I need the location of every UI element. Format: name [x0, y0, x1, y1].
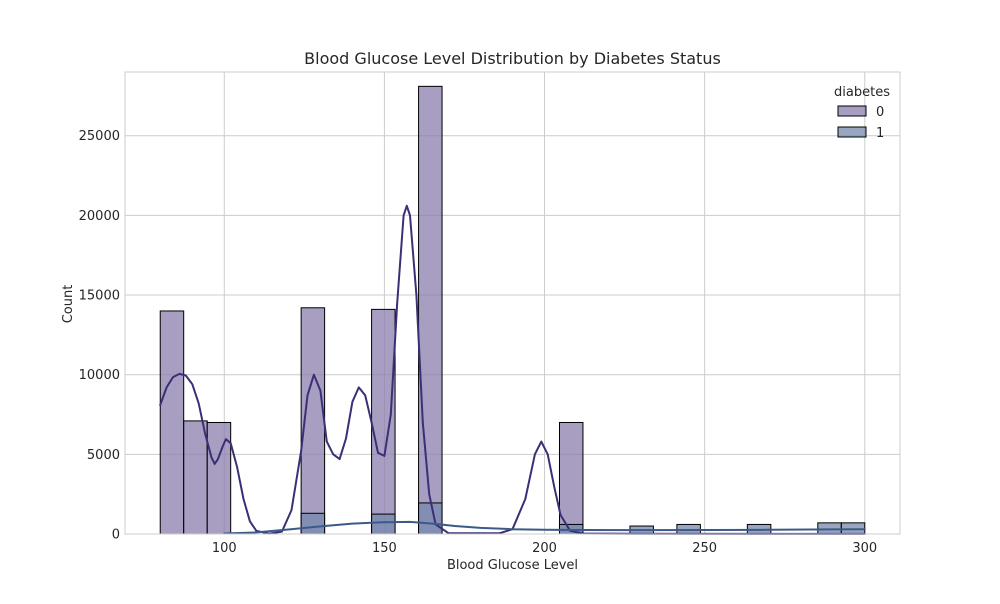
y-axis-label: Count	[61, 285, 76, 324]
kde-line-diabetes-1	[223, 520, 866, 535]
y-tick-label: 0	[112, 528, 120, 543]
kde-line-diabetes-0	[159, 204, 866, 535]
y-tick-label: 5000	[87, 448, 120, 463]
kde-layer	[159, 204, 866, 535]
x-tick-label: 300	[852, 541, 877, 556]
legend-swatch-1	[837, 126, 867, 138]
legend: diabetes 0 1	[834, 85, 890, 141]
grid-layer	[125, 72, 900, 535]
bar-diabetes-0	[418, 85, 443, 535]
legend-label-0: 0	[876, 105, 884, 120]
x-tick-label: 150	[372, 541, 397, 556]
y-tick-label: 25000	[79, 129, 120, 144]
x-tick-label: 200	[532, 541, 557, 556]
x-axis-label: Blood Glucose Level	[447, 558, 578, 573]
legend-label-1: 1	[876, 126, 884, 141]
y-tick-label: 10000	[79, 368, 120, 383]
x-tick-label: 100	[212, 541, 237, 556]
legend-swatch-0	[837, 105, 867, 117]
bar-diabetes-0	[371, 308, 396, 535]
bar-diabetes-1	[300, 512, 326, 535]
y-tick-label: 15000	[79, 289, 120, 304]
x-tick-label: 250	[692, 541, 717, 556]
plot-frame	[124, 71, 901, 535]
y-tick-label: 20000	[79, 209, 120, 224]
bar-diabetes-0	[183, 420, 208, 535]
bars-layer	[159, 85, 866, 535]
legend-title: diabetes	[834, 85, 890, 100]
bar-diabetes-1	[371, 513, 396, 535]
bar-diabetes-0	[159, 310, 185, 535]
ticks-layer: 100 150 200 250 300 0 5000 10000 15000 20000 25000	[79, 129, 878, 556]
chart-title: Blood Glucose Level Distribution by Diab…	[304, 49, 721, 68]
bar-diabetes-1	[418, 502, 443, 535]
